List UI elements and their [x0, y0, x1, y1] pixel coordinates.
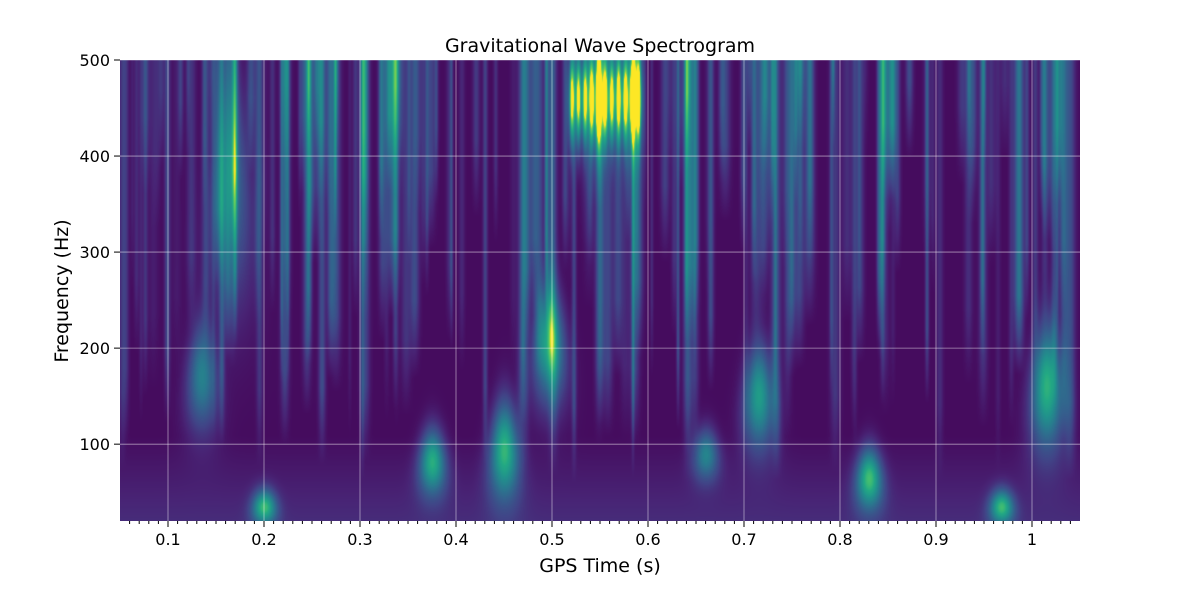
- chart-title: Gravitational Wave Spectrogram: [445, 35, 755, 57]
- y-axis: 100 200 300 400 500: [79, 51, 120, 454]
- x-tick-label: 1: [1027, 530, 1037, 549]
- x-tick-label: 0.1: [155, 530, 180, 549]
- x-tick-label: 0.9: [923, 530, 948, 549]
- plot-area: [120, 59, 1080, 521]
- x-tick-label: 0.5: [539, 530, 564, 549]
- y-tick-label: 100: [79, 435, 110, 454]
- y-tick-label: 500: [79, 51, 110, 70]
- x-tick-label: 0.3: [347, 530, 372, 549]
- x-tick-label: 0.4: [443, 530, 468, 549]
- x-tick-label: 0.6: [635, 530, 660, 549]
- grid-lines: [120, 59, 1080, 521]
- y-axis-label: Frequency (Hz): [51, 219, 73, 362]
- x-axis: 0.1 0.2 0.3 0.4 0.5 0.6 0.7 0.8 0.9 1: [129, 521, 1071, 549]
- x-axis-label: GPS Time (s): [539, 555, 661, 577]
- x-tick-label: 0.2: [251, 530, 276, 549]
- y-tick-label: 400: [79, 147, 110, 166]
- x-tick-label: 0.8: [827, 530, 852, 549]
- x-tick-label: 0.7: [731, 530, 756, 549]
- y-tick-label: 300: [79, 243, 110, 262]
- y-tick-label: 200: [79, 339, 110, 358]
